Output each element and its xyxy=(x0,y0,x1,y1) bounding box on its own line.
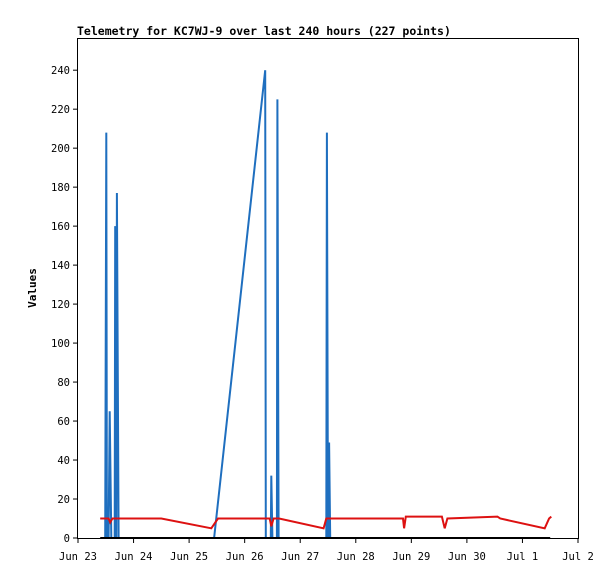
y-axis: 0 20 40 60 80 100 120 140 160 180 200 220 240 xyxy=(51,65,78,545)
y-tick-label: 40 xyxy=(57,455,70,467)
y-tick-label: 220 xyxy=(51,104,70,116)
x-tick-label: Jul 2 xyxy=(562,551,594,563)
y-tick-label: 0 xyxy=(64,533,70,545)
x-tick-label: Jun 24 xyxy=(115,551,153,563)
y-tick-label: 160 xyxy=(51,221,70,233)
y-tick-label: 20 xyxy=(57,494,70,506)
y-tick-label: 200 xyxy=(51,143,70,155)
x-axis: Jun 23 Jun 24 Jun 25 Jun 26 Jun 27 Jun 28 Jun … xyxy=(59,538,594,563)
x-tick-label: Jun 26 xyxy=(226,551,264,563)
y-tick-label: 100 xyxy=(51,338,70,350)
y-tick-label: 120 xyxy=(51,299,70,311)
series-line-1 xyxy=(104,70,332,539)
series-line-2 xyxy=(100,515,552,530)
y-tick-label: 240 xyxy=(51,65,70,77)
y-tick-label: 140 xyxy=(51,260,70,272)
y-tick-label: 60 xyxy=(57,416,70,428)
y-tick-label: 180 xyxy=(51,182,70,194)
y-axis-label: Values xyxy=(26,268,39,308)
chart-title: Telemetry for KC7WJ-9 over last 240 hour… xyxy=(77,24,451,38)
x-tick-label: Jun 28 xyxy=(337,551,375,563)
x-tick-label: Jun 27 xyxy=(281,551,319,563)
x-tick-label: Jul 1 xyxy=(507,551,539,563)
x-tick-label: Jun 25 xyxy=(170,551,208,563)
x-tick-label: Jun 30 xyxy=(448,551,486,563)
x-tick-label: Jun 29 xyxy=(392,551,430,563)
y-tick-label: 80 xyxy=(57,377,70,389)
series-layer xyxy=(100,70,552,539)
x-tick-label: Jun 23 xyxy=(59,551,97,563)
